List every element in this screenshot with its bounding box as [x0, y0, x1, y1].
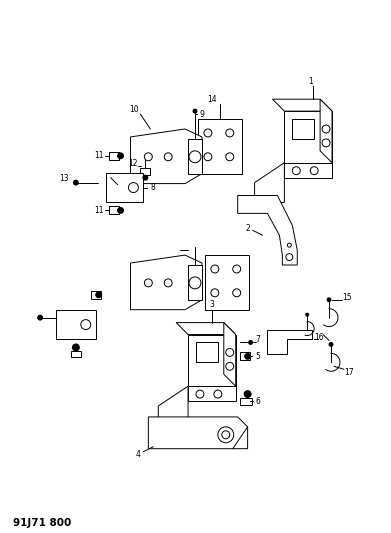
Circle shape	[189, 151, 201, 163]
Circle shape	[222, 431, 230, 439]
Circle shape	[72, 343, 80, 351]
Circle shape	[244, 390, 251, 398]
Polygon shape	[273, 99, 332, 111]
Text: 10: 10	[130, 104, 139, 114]
Circle shape	[226, 362, 234, 370]
Bar	[140, 168, 150, 175]
Circle shape	[226, 349, 234, 357]
Polygon shape	[224, 322, 236, 386]
Circle shape	[233, 289, 241, 297]
Polygon shape	[188, 335, 236, 386]
Text: 91J71 800: 91J71 800	[13, 518, 71, 528]
Circle shape	[287, 243, 291, 247]
Circle shape	[117, 152, 124, 159]
Polygon shape	[148, 417, 248, 449]
Polygon shape	[284, 163, 332, 177]
Polygon shape	[320, 99, 332, 163]
Bar	[240, 398, 251, 405]
Circle shape	[204, 153, 212, 161]
Circle shape	[164, 153, 172, 161]
Circle shape	[142, 175, 148, 181]
Bar	[188, 139, 202, 174]
Circle shape	[233, 265, 241, 273]
Circle shape	[73, 180, 79, 185]
Bar	[91, 291, 100, 299]
Circle shape	[305, 313, 309, 317]
Circle shape	[95, 292, 102, 298]
Circle shape	[196, 390, 204, 398]
Bar	[196, 343, 218, 362]
Circle shape	[214, 390, 222, 398]
Text: 12: 12	[129, 159, 138, 168]
Circle shape	[310, 167, 318, 175]
Bar	[109, 206, 118, 214]
Bar	[56, 310, 96, 340]
Circle shape	[244, 353, 251, 360]
Bar	[188, 265, 202, 300]
Polygon shape	[284, 111, 332, 163]
Bar	[198, 119, 242, 174]
Text: 5: 5	[255, 352, 260, 361]
Text: 14: 14	[207, 95, 217, 104]
Circle shape	[144, 153, 152, 161]
Circle shape	[204, 129, 212, 137]
Circle shape	[81, 320, 91, 329]
Text: 1: 1	[308, 77, 312, 86]
Circle shape	[189, 277, 201, 289]
Circle shape	[144, 279, 152, 287]
Text: 7: 7	[255, 335, 260, 344]
Bar	[109, 152, 118, 160]
Circle shape	[211, 289, 219, 297]
Circle shape	[218, 427, 234, 443]
Circle shape	[164, 279, 172, 287]
Text: 16: 16	[314, 333, 324, 342]
Circle shape	[292, 167, 300, 175]
Bar	[106, 173, 143, 203]
Polygon shape	[131, 129, 202, 183]
Text: 15: 15	[342, 293, 352, 302]
Circle shape	[326, 297, 332, 302]
Polygon shape	[255, 163, 284, 203]
Circle shape	[129, 183, 138, 192]
Polygon shape	[267, 329, 312, 354]
Text: 6: 6	[255, 397, 260, 406]
Text: 9: 9	[199, 110, 204, 118]
Bar	[240, 352, 249, 360]
Circle shape	[328, 342, 334, 347]
Text: 4: 4	[136, 450, 141, 459]
Circle shape	[192, 109, 197, 114]
Circle shape	[37, 314, 43, 321]
Text: 2: 2	[245, 224, 250, 233]
Circle shape	[226, 153, 234, 161]
Polygon shape	[238, 196, 297, 265]
Text: 17: 17	[344, 368, 354, 377]
Bar	[71, 351, 81, 357]
Circle shape	[286, 254, 293, 261]
Bar	[205, 255, 249, 310]
Circle shape	[248, 340, 253, 345]
Text: 3: 3	[210, 300, 214, 309]
Bar	[292, 119, 314, 139]
Text: 8: 8	[151, 183, 156, 192]
Text: 13: 13	[59, 174, 69, 183]
Polygon shape	[158, 386, 188, 426]
Circle shape	[117, 207, 124, 214]
Circle shape	[322, 125, 330, 133]
Circle shape	[322, 139, 330, 147]
Text: 11: 11	[94, 151, 104, 160]
Polygon shape	[176, 322, 236, 335]
Text: 11: 11	[94, 206, 104, 215]
Circle shape	[211, 265, 219, 273]
Polygon shape	[131, 255, 202, 310]
Circle shape	[226, 129, 234, 137]
Polygon shape	[188, 386, 236, 401]
